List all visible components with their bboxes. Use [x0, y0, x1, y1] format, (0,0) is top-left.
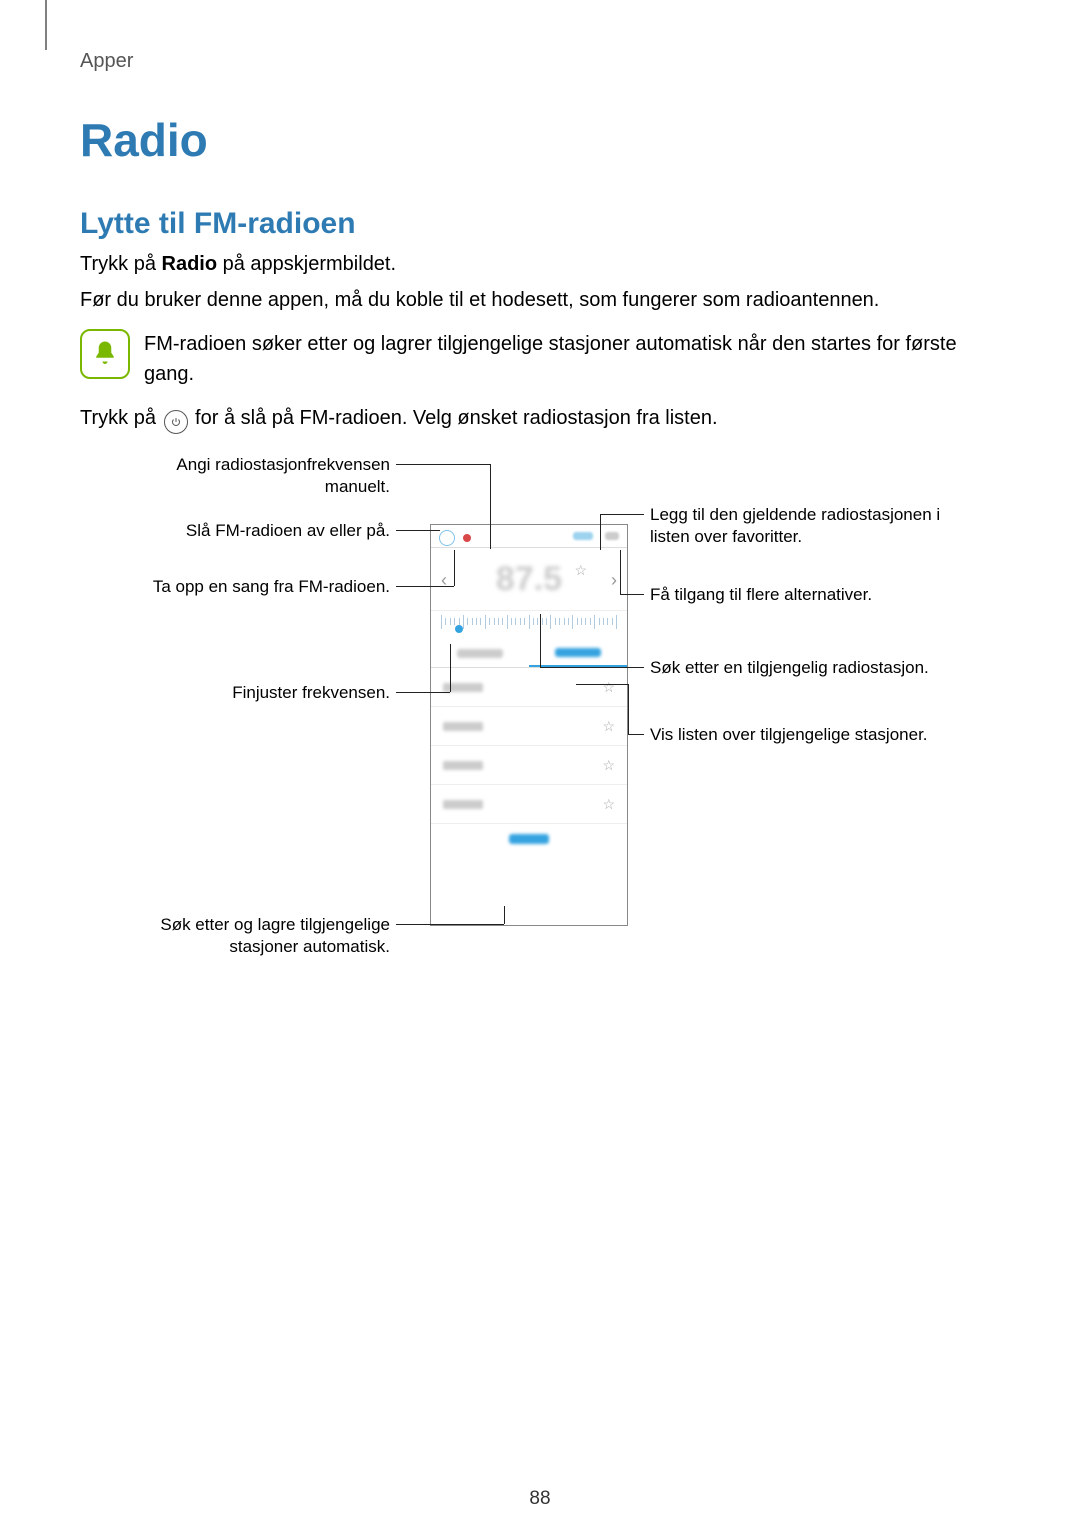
page-number: 88 — [0, 1488, 1080, 1510]
station-row: ☆ — [431, 785, 627, 824]
frequency-value: 87.5 — [496, 560, 562, 599]
power-button-icon — [439, 530, 455, 546]
tab-1 — [431, 639, 529, 667]
station-tabs — [431, 639, 627, 668]
note-text: FM-radioen søker etter og lagrer tilgjen… — [144, 329, 1000, 389]
page-title: Radio — [80, 113, 1000, 167]
scan-button — [431, 824, 627, 854]
p3-post: for å slå på FM-radioen. Velg ønsket rad… — [190, 407, 718, 429]
side-border — [45, 0, 47, 50]
callout-more: Få tilgang til flere alternativer. — [650, 584, 950, 606]
bell-icon — [80, 329, 130, 379]
tab-2-active — [529, 639, 627, 667]
radio-diagram: ‹ 87.5 › ☆ ☆ ☆ ☆ ☆ Angi radiostasjonfrek… — [80, 454, 1000, 1004]
p1-pre: Trykk på — [80, 253, 162, 275]
callout-power: Slå FM-radioen av eller på. — [120, 520, 390, 542]
p1-bold: Radio — [162, 253, 218, 275]
section-title: Lytte til FM-radioen — [80, 207, 1000, 241]
callout-record: Ta opp en sang fra FM-radioen. — [100, 576, 390, 598]
phone-topbar — [431, 525, 627, 548]
topbar-more-icon — [605, 532, 619, 540]
frequency-ruler — [431, 610, 627, 639]
power-icon — [164, 410, 188, 434]
ruler-indicator — [455, 625, 463, 633]
star-icon: ☆ — [574, 562, 587, 579]
ruler-ticks — [441, 615, 617, 631]
record-icon — [463, 534, 471, 542]
note-block: FM-radioen søker etter og lagrer tilgjen… — [80, 329, 1000, 389]
callout-finetune: Finjuster frekvensen. — [120, 682, 390, 704]
chevron-left-icon: ‹ — [441, 570, 447, 591]
callout-autoscan: Søk etter og lagre tilgjengelige stasjon… — [100, 914, 390, 958]
frequency-display: ‹ 87.5 › ☆ — [431, 548, 627, 610]
star-icon: ☆ — [602, 718, 615, 735]
station-row: ☆ — [431, 707, 627, 746]
station-row: ☆ — [431, 668, 627, 707]
phone-frame: ‹ 87.5 › ☆ ☆ ☆ ☆ ☆ — [430, 524, 628, 926]
paragraph-1: Trykk på Radio på appskjermbildet. — [80, 249, 1000, 279]
station-row: ☆ — [431, 746, 627, 785]
callout-manual-freq: Angi radiostasjonfrekvensen manuelt. — [120, 454, 390, 498]
paragraph-3: Trykk på for å slå på FM-radioen. Velg ø… — [80, 403, 1000, 434]
breadcrumb: Apper — [80, 50, 1000, 73]
star-icon: ☆ — [602, 679, 615, 696]
paragraph-2: Før du bruker denne appen, må du koble t… — [80, 285, 1000, 315]
callout-stationlist: Vis listen over tilgjengelige stasjoner. — [650, 724, 950, 746]
star-icon: ☆ — [602, 757, 615, 774]
topbar-fav-icon — [573, 532, 593, 540]
chevron-right-icon: › — [611, 570, 617, 591]
callout-favorite: Legg til den gjeldende radiostasjonen i … — [650, 504, 950, 548]
p1-post: på appskjermbildet. — [217, 253, 396, 275]
callout-seek: Søk etter en tilgjengelig radiostasjon. — [650, 657, 950, 679]
star-icon: ☆ — [602, 796, 615, 813]
page-container: Apper Radio Lytte til FM-radioen Trykk p… — [0, 0, 1080, 1530]
p3-pre: Trykk på — [80, 407, 162, 429]
